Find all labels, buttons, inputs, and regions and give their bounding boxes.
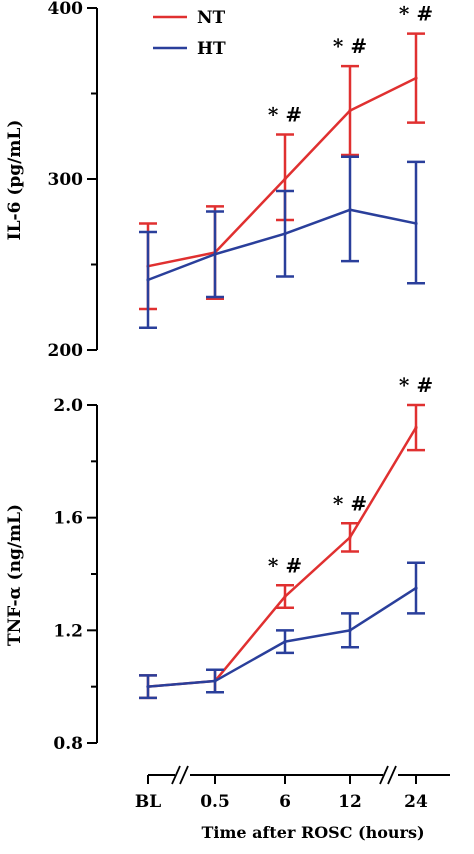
il6-ht-line-segment: [213, 232, 287, 256]
x-axis-label: Time after ROSC (hours): [201, 823, 424, 842]
tnf-ht-point: [146, 685, 150, 689]
il6-ht-line-segment: [348, 208, 418, 225]
il6-nt-error-bar: [407, 32, 425, 124]
tnf-y-tick-label: 1.2: [53, 621, 83, 641]
tnf-y-tick-label: 0.8: [53, 734, 83, 754]
il6-nt-line-segment: [213, 177, 287, 254]
tnf-nt-line-segment: [283, 536, 352, 598]
il6-y-tick-label: 400: [48, 0, 84, 19]
il6-ht-point: [348, 208, 352, 212]
tnf-ht-error-bar: [341, 612, 359, 649]
il6-y-axis-label: IL-6 (pg/mL): [5, 120, 25, 241]
legend-nt-label: NT: [197, 8, 226, 28]
tnf-ht-error-bar: [407, 561, 425, 615]
il6-significance-layer: * # * # * #: [268, 2, 433, 127]
tnf-y-tick-label: 2.0: [53, 396, 83, 416]
il6-series-layer: [139, 32, 425, 330]
tnf-nt-error-bar: [341, 522, 359, 553]
il6-nt-point: [414, 76, 418, 80]
tnf-nt-point: [283, 594, 287, 599]
tnf-ht-error-bar: [276, 629, 294, 655]
tnf-y-axis-label: TNF-α (ng/mL): [5, 504, 25, 646]
tnf-nt-point: [348, 535, 352, 539]
il6-nt-line-segment: [146, 251, 217, 268]
tnf-significance-label: * #: [333, 491, 367, 515]
legend-ht-label: HT: [197, 39, 226, 59]
il6-ht-error-bar: [206, 210, 224, 299]
il6-ht-point: [213, 252, 217, 256]
tnf-ht-point: [283, 640, 287, 644]
tnf-nt-error-bar: [276, 584, 294, 610]
tnf-ht-line-segment: [213, 640, 287, 683]
il6-ht-line-segment: [146, 252, 217, 282]
x-axis-break-mark: [171, 765, 181, 785]
il6-nt-line-segment: [348, 76, 418, 112]
il6-panel: IL-6 (pg/mL) 200 300 400 * # * # * # NT HT: [5, 0, 433, 361]
tnf-ht-point: [348, 628, 352, 632]
x-axis-break-mark: [387, 765, 397, 785]
tnf-panel: TNF-α (ng/mL) 0.8 1.2 1.6 2.0 * # * # * #: [5, 373, 433, 754]
il6-ht-error-bar: [407, 160, 425, 285]
tnf-nt-line-segment: [348, 426, 418, 539]
il6-nt-point: [283, 177, 287, 181]
il6-ht-point: [283, 232, 287, 236]
tnf-nt-line-segment: [213, 595, 287, 683]
tnf-y-axis: 0.8 1.2 1.6 2.0: [53, 396, 98, 754]
tnf-ht-error-bar: [139, 674, 157, 700]
x-tick-label: 0.5: [200, 792, 230, 812]
tnf-series-layer: [139, 403, 425, 700]
tnf-nt-point: [414, 425, 418, 430]
il6-ht-error-bar: [139, 230, 157, 330]
il6-significance-label: * #: [268, 103, 302, 127]
tnf-significance-label: * #: [399, 373, 433, 397]
il6-significance-label: * #: [333, 34, 367, 58]
x-tick-label: 12: [338, 792, 362, 812]
il6-nt-error-bar: [341, 64, 359, 157]
x-axis-break-mark: [179, 765, 189, 785]
il6-significance-label: * #: [399, 2, 433, 26]
il6-nt-point: [348, 109, 352, 113]
x-axis: Time after ROSC (hours) BL 0.5 6 12 24: [135, 765, 450, 842]
tnf-ht-line-segment: [283, 629, 352, 643]
tnf-ht-point: [414, 586, 418, 590]
x-tick-label: BL: [135, 792, 161, 812]
tnf-significance-label: * #: [268, 553, 302, 577]
legend: NT HT: [153, 8, 226, 59]
il6-nt-line-segment: [283, 109, 352, 181]
il6-ht-error-bar: [341, 155, 359, 263]
il6-ht-point: [414, 221, 418, 226]
il6-ht-line-segment: [283, 208, 352, 235]
x-tick-label: 6: [279, 792, 291, 812]
il6-ht-point: [146, 278, 150, 282]
tnf-ht-line-segment: [146, 679, 217, 688]
tnf-nt-error-bar: [407, 403, 425, 452]
tnf-ht-error-bar: [206, 668, 224, 694]
tnf-y-tick-label: 1.6: [53, 509, 83, 529]
il6-y-tick-label: 300: [48, 170, 84, 190]
tnf-significance-layer: * # * # * #: [268, 373, 433, 577]
il6-y-axis: 200 300 400: [48, 0, 98, 361]
x-tick-label: 24: [404, 792, 428, 812]
x-axis-break-mark: [379, 765, 389, 785]
il6-y-tick-label: 200: [48, 341, 84, 361]
il6-ht-error-bar: [276, 189, 294, 278]
tnf-ht-point: [213, 679, 217, 683]
tnf-ht-line-segment: [348, 586, 418, 632]
